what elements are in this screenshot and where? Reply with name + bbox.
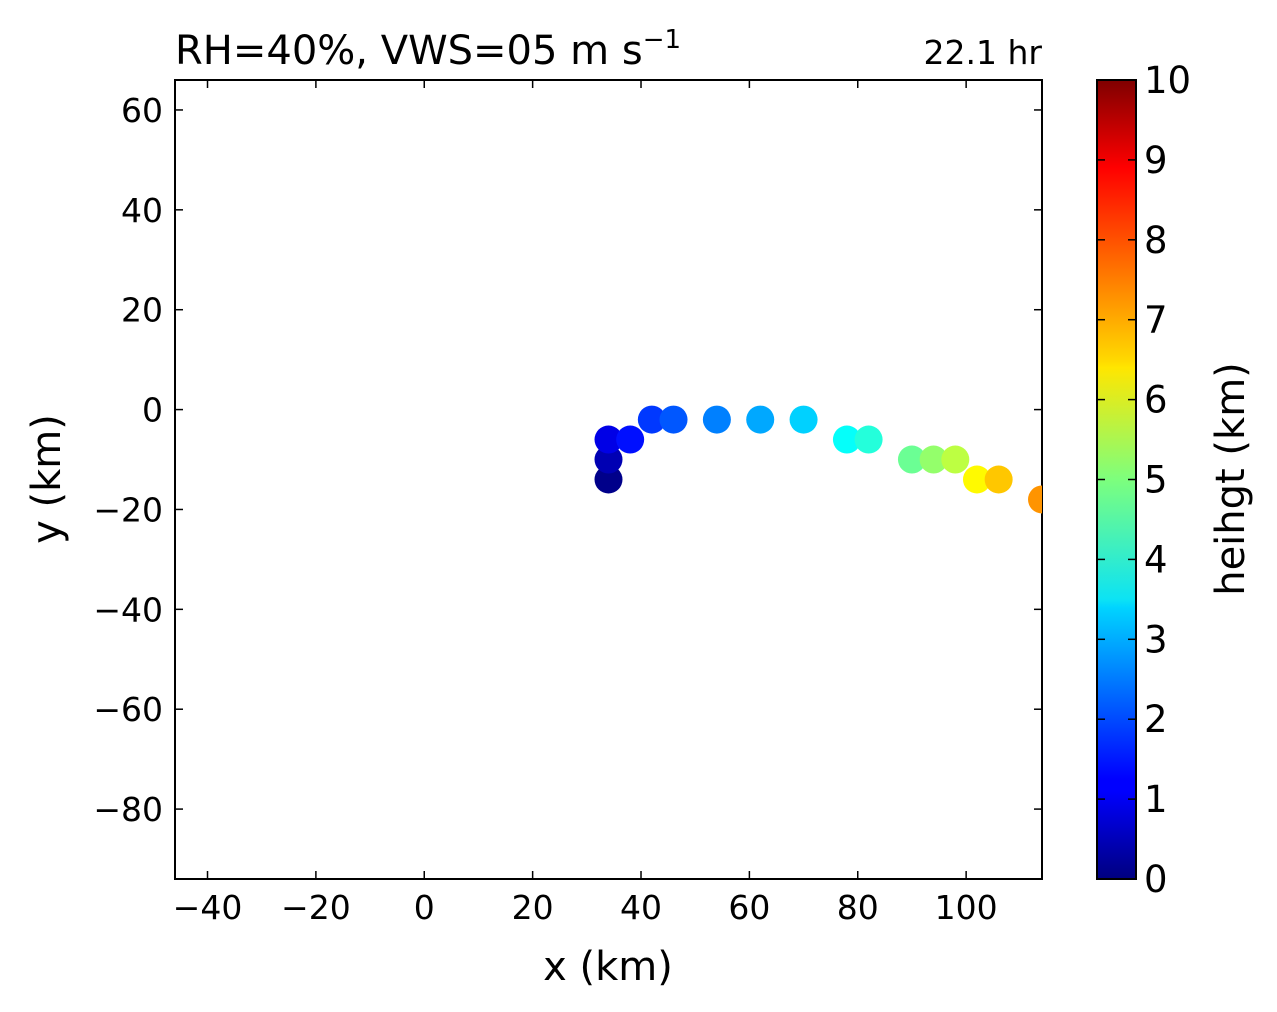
x-tick-label: 0 [414, 888, 435, 927]
time-annotation: 22.1 hr [924, 33, 1043, 72]
trajectory-point [919, 445, 948, 474]
colorbar-tick-label: 7 [1144, 299, 1168, 342]
y-tick-label: 60 [121, 91, 163, 130]
colorbar-tick-label: 0 [1144, 858, 1168, 901]
y-tick-label: 40 [121, 191, 163, 230]
trajectory-point [941, 445, 970, 474]
x-tick-label: 40 [620, 888, 662, 927]
x-axis: −40 −20 0 20 40 60 80 100 [173, 80, 998, 927]
trajectory-point [594, 465, 623, 494]
trajectory-point [897, 445, 926, 474]
trajectory-point [702, 405, 731, 434]
x-tick-label: 100 [935, 888, 998, 927]
trajectory-point [984, 465, 1013, 494]
x-tick-label: 20 [512, 888, 554, 927]
trajectory-point [616, 425, 645, 454]
scatter-series [594, 405, 1042, 514]
trajectory-point [594, 425, 623, 454]
trajectory-point [789, 405, 818, 434]
chart-title-main: RH=40%, VWS=05 m s [175, 28, 643, 74]
chart-title-superscript: −1 [643, 25, 681, 55]
x-tick-label: −20 [281, 888, 351, 927]
trajectory-point [746, 405, 775, 434]
colorbar-tick-label: 9 [1144, 139, 1168, 182]
colorbar-tick-label: 8 [1144, 219, 1168, 262]
colorbar-tick-label: 6 [1144, 379, 1168, 422]
trajectory-point [594, 445, 623, 474]
x-tick-label: 60 [728, 888, 770, 927]
colorbar-ticks: 0 1 2 3 4 5 6 7 8 9 10 [1097, 59, 1191, 901]
y-axis-label: y (km) [24, 414, 70, 544]
y-tick-label: 20 [121, 291, 163, 330]
chart-title: RH=40%, VWS=05 m s−1 [175, 25, 681, 74]
colorbar-tick-label: 5 [1144, 459, 1168, 502]
trajectory-point [962, 465, 991, 494]
y-tick-label: −60 [93, 690, 163, 729]
y-tick-label: 0 [142, 391, 163, 430]
y-tick-label: −20 [93, 490, 163, 529]
colorbar-tick-label: 3 [1144, 618, 1168, 661]
y-tick-label: −40 [93, 590, 163, 629]
y-axis: 60 40 20 0 −20 −40 −60 −80 [93, 91, 1042, 829]
colorbar-label: heihgt (km) [1208, 362, 1254, 596]
trajectory-point [659, 405, 688, 434]
colorbar-tick-label: 4 [1144, 538, 1168, 581]
x-axis-label: x (km) [543, 944, 673, 990]
x-tick-label: −40 [173, 888, 243, 927]
trajectory-point [832, 425, 861, 454]
colorbar-tick-label: 2 [1144, 698, 1168, 741]
y-tick-label: −80 [93, 790, 163, 829]
trajectory-point [1028, 485, 1042, 514]
trajectory-point [637, 405, 666, 434]
x-tick-label: 80 [837, 888, 879, 927]
trajectory-point [854, 425, 883, 454]
colorbar-tick-label: 10 [1144, 59, 1191, 102]
colorbar-tick-label: 1 [1144, 778, 1168, 821]
